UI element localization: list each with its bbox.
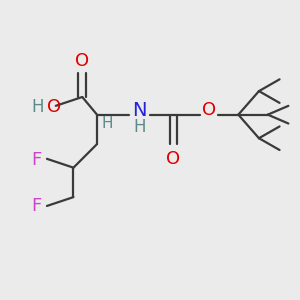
Text: O: O — [167, 150, 181, 168]
Text: H: H — [101, 116, 113, 131]
Text: N: N — [132, 101, 147, 120]
Text: O: O — [47, 98, 62, 116]
Text: O: O — [202, 101, 216, 119]
Text: O: O — [75, 52, 89, 70]
Text: H: H — [134, 118, 146, 136]
Text: H: H — [32, 98, 44, 116]
Text: F: F — [32, 151, 42, 169]
Text: F: F — [32, 197, 42, 215]
